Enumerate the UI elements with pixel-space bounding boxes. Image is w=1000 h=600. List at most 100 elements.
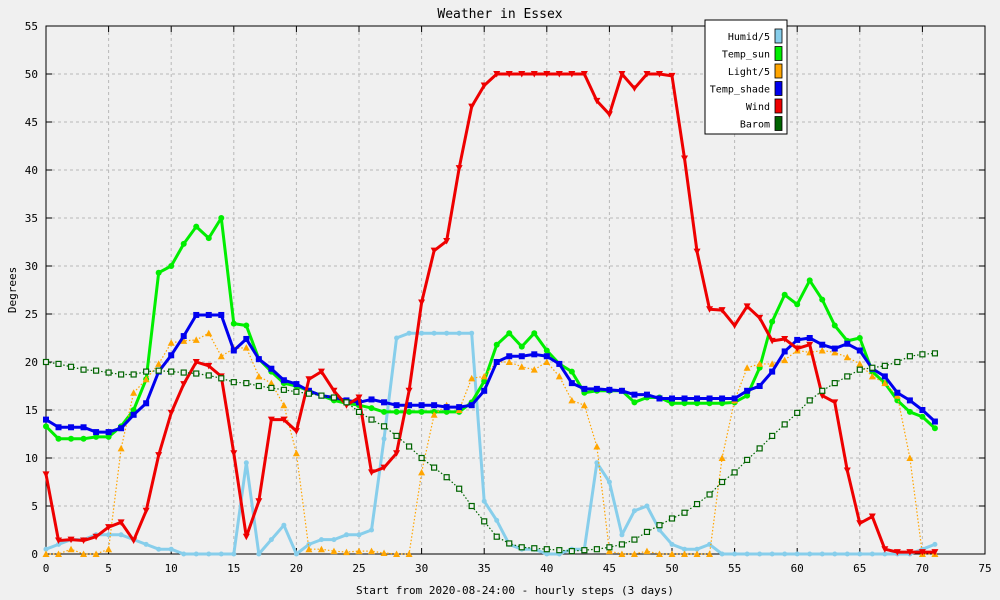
data-point (681, 395, 688, 402)
data-point (606, 544, 613, 551)
data-point (530, 71, 538, 78)
data-point (218, 375, 225, 382)
data-point (769, 318, 776, 325)
data-point (468, 402, 475, 409)
data-point (856, 520, 864, 527)
data-point (267, 379, 275, 387)
data-point (430, 411, 438, 418)
data-point (205, 329, 213, 337)
data-point (180, 381, 188, 388)
data-point (431, 402, 438, 409)
data-point (843, 353, 851, 361)
data-point (143, 400, 150, 407)
y-tick-label: 5 (31, 500, 38, 513)
data-point (731, 469, 738, 476)
data-point (68, 435, 75, 442)
x-tick-label: 55 (728, 562, 741, 575)
data-point (481, 387, 488, 394)
data-point (743, 303, 751, 310)
data-point (268, 384, 275, 392)
y-tick-label: 55 (25, 20, 38, 33)
data-point (531, 330, 538, 337)
data-point (55, 360, 62, 368)
data-point (80, 537, 88, 545)
x-axis-label: Start from 2020-08-24:00 - hourly steps … (356, 584, 674, 597)
data-point (630, 85, 638, 92)
data-point (193, 551, 199, 557)
data-point (243, 380, 250, 387)
legend-label: Humid/5 (728, 32, 770, 43)
data-point (793, 345, 801, 353)
data-point (919, 351, 926, 358)
data-point (669, 395, 675, 402)
data-point (305, 545, 313, 553)
data-point (732, 551, 738, 557)
data-point (505, 71, 513, 78)
data-point (418, 408, 425, 415)
data-point (405, 550, 413, 557)
data-point (568, 368, 575, 375)
data-point (593, 385, 600, 392)
data-point (794, 409, 801, 416)
series-wind (42, 71, 939, 556)
data-point (105, 433, 112, 440)
data-point (743, 364, 751, 371)
data-point (80, 550, 88, 557)
data-point (757, 551, 763, 557)
x-tick-label: 15 (227, 562, 240, 575)
data-point (305, 390, 313, 397)
y-tick-label: 25 (25, 308, 38, 321)
data-point (192, 336, 200, 343)
data-point (205, 372, 212, 379)
data-point (806, 397, 813, 404)
legend-label: Barom (740, 120, 770, 131)
data-point (343, 532, 349, 538)
data-point (242, 344, 250, 351)
data-point (919, 413, 926, 420)
data-point (606, 386, 613, 393)
series-line (46, 332, 935, 555)
data-point (518, 363, 526, 370)
data-point (781, 421, 788, 428)
data-point (768, 360, 776, 367)
x-tick-label: 5 (105, 562, 112, 575)
data-point (707, 541, 713, 547)
data-point (55, 424, 62, 431)
legend-swatch (774, 116, 783, 131)
data-point (706, 491, 713, 498)
data-point (305, 376, 313, 383)
data-point (67, 363, 75, 370)
data-point (255, 372, 263, 380)
data-point (143, 541, 149, 547)
data-point (655, 550, 663, 557)
data-point (130, 411, 137, 418)
data-point (56, 541, 62, 547)
data-point (580, 71, 588, 78)
data-point (543, 546, 550, 553)
legend-swatch (774, 28, 783, 44)
data-point (181, 551, 187, 557)
y-tick-label: 20 (25, 356, 38, 369)
data-point (193, 311, 200, 318)
data-point (168, 368, 175, 375)
data-point (255, 382, 262, 390)
data-point (43, 546, 49, 552)
data-point (682, 546, 688, 552)
data-point (518, 343, 525, 350)
data-point (694, 395, 701, 402)
data-point (731, 322, 739, 330)
data-point (493, 341, 500, 348)
data-point (243, 460, 249, 466)
data-point (130, 389, 138, 396)
data-point (155, 367, 162, 374)
legend: Humid/5 Temp_sun Light/5 Temp_shade Wind Baro… (704, 19, 788, 135)
data-point (431, 464, 438, 471)
data-point (92, 533, 100, 541)
data-point (706, 306, 714, 313)
data-point (818, 392, 826, 400)
data-point (794, 551, 800, 557)
data-point (881, 379, 889, 387)
data-point (819, 387, 826, 394)
data-point (293, 381, 300, 388)
data-point (368, 416, 375, 423)
